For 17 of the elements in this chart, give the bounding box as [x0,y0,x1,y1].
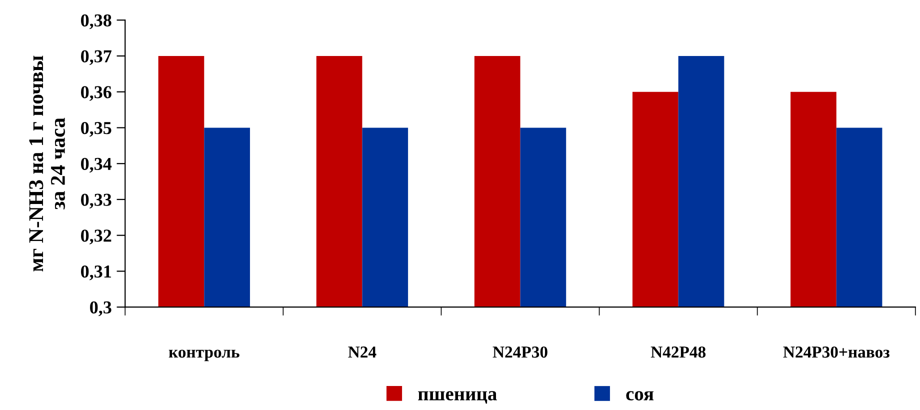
y-tick-label: 0,31 [81,265,111,280]
x-tick-label: контроль [168,350,240,362]
y-tick-label: 0,3 [90,301,112,316]
x-tick-label: N42P48 [650,346,706,358]
y-tick-label: 0,38 [81,14,112,30]
y-tick-label: 0,36 [81,86,112,101]
y-axis-title: мг N-NH3 на 1 г почвы за 24 часа [29,56,65,272]
y-tick-label: 0,34 [81,158,112,173]
y-tick-label: 0,32 [81,230,112,244]
y-tick-label: 0,33 [81,194,112,209]
legend-label: пшеница [418,391,497,404]
y-tick-label: 0,35 [81,122,112,137]
x-tick-label: N24P30+навоз [783,346,890,358]
x-tick-label: N24 [348,346,376,358]
y-tick-label: 0,37 [81,50,112,66]
legend-label: соя [626,391,654,400]
x-tick-label: N24P30 [492,346,548,358]
